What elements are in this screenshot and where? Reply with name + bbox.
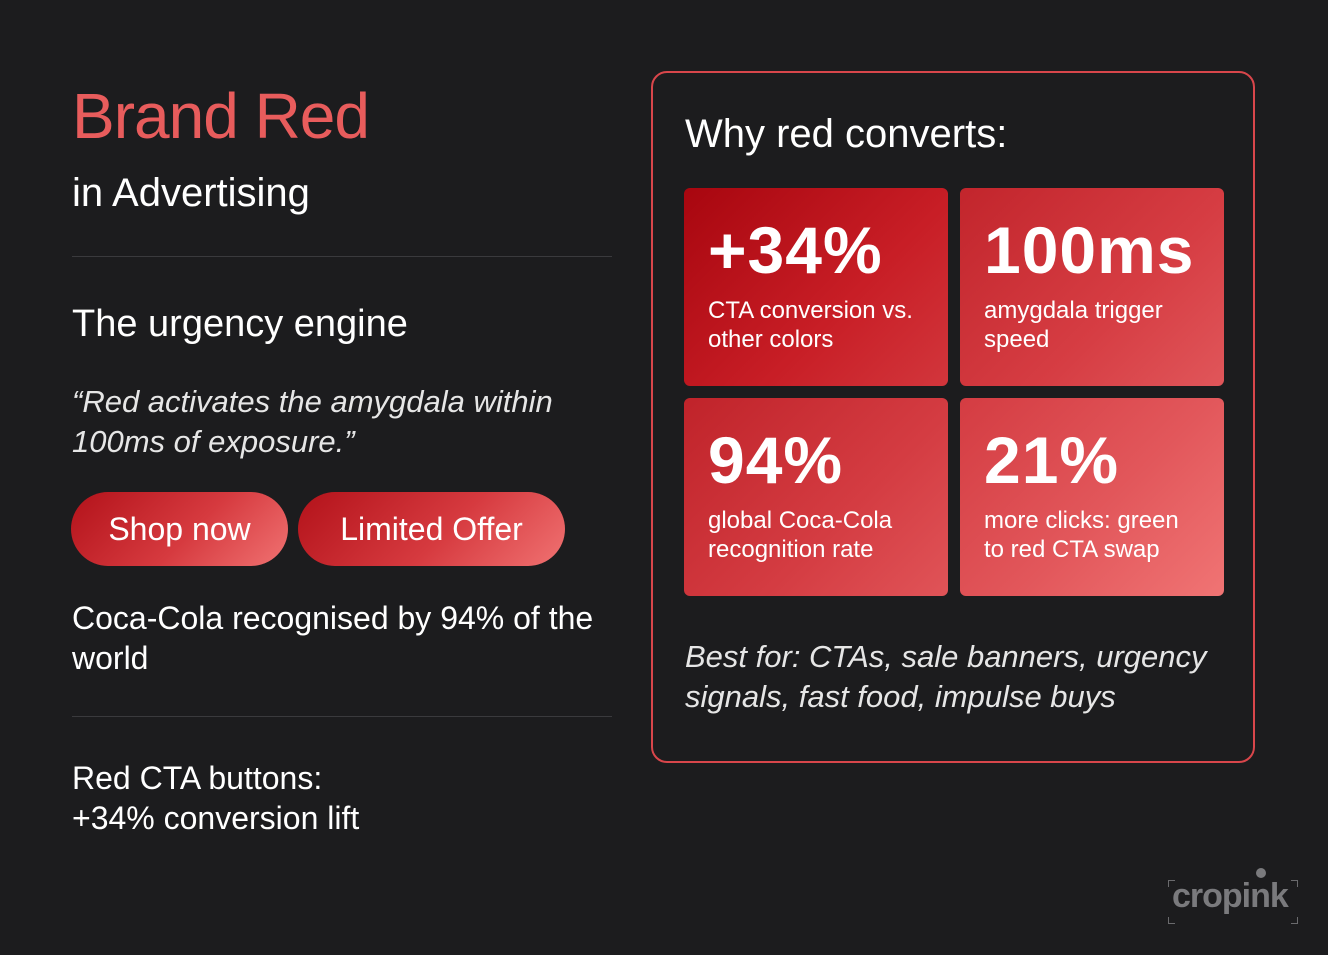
panel-title: Why red converts: — [685, 112, 1008, 156]
divider-bottom — [72, 716, 612, 717]
logo-text: cropink — [1172, 877, 1289, 915]
logo-corner-mark — [1168, 917, 1175, 924]
why-red-panel: Why red converts: +34% CTA conversion vs… — [651, 71, 1255, 763]
cta-button-row: Shop now Limited Offer — [71, 492, 565, 566]
page-title: Brand Red — [72, 80, 370, 152]
conversion-lift-line-2: +34% conversion lift — [72, 800, 360, 836]
stat-tile-clicks: 21% more clicks: green to red CTA swap — [960, 398, 1224, 596]
stat-label: amygdala trigger speed — [984, 297, 1163, 353]
shop-now-button[interactable]: Shop now — [71, 492, 288, 566]
stat-tile-trigger-speed: 100ms amygdala trigger speed — [960, 188, 1224, 386]
stat-label: global Coca-Cola recognition rate — [708, 507, 893, 563]
conversion-lift-note: Red CTA buttons: +34% conversion lift — [72, 758, 612, 838]
stat-tile-conversion: +34% CTA conversion vs. other colors — [684, 188, 948, 386]
logo-dot-icon — [1256, 868, 1266, 878]
logo-corner-mark — [1291, 880, 1298, 887]
logo-corner-mark — [1291, 917, 1298, 924]
coca-cola-fact: Coca-Cola recognised by 94% of the world — [72, 600, 594, 676]
divider-top — [72, 256, 612, 257]
page-subtitle: in Advertising — [72, 171, 310, 215]
stat-value: +34% — [708, 213, 883, 287]
limited-offer-button[interactable]: Limited Offer — [298, 492, 565, 566]
stat-value: 21% — [984, 423, 1120, 497]
stat-label: more clicks: green to red CTA swap — [984, 507, 1179, 563]
cropink-logo: cropink — [1168, 868, 1298, 924]
stat-value: 94% — [708, 423, 844, 497]
stat-value: 100ms — [984, 213, 1195, 287]
stat-label: CTA conversion vs. other colors — [708, 297, 913, 353]
conversion-lift-line-1: Red CTA buttons: — [72, 760, 323, 796]
section-heading: The urgency engine — [72, 303, 408, 345]
quote-text: “Red activates the amygdala within 100ms… — [72, 384, 553, 459]
logo-corner-mark — [1168, 880, 1175, 887]
best-for-text: Best for: CTAs, sale banners, urgency si… — [685, 639, 1207, 714]
stat-tile-recognition: 94% global Coca-Cola recognition rate — [684, 398, 948, 596]
